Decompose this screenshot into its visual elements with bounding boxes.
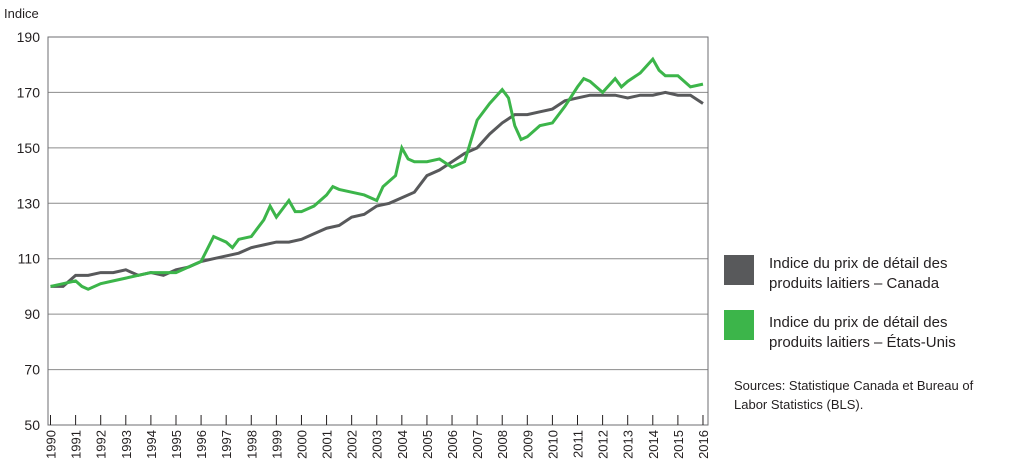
plot-frame (47, 36, 709, 426)
legend-label: Indice du prix de détail des produits la… (769, 314, 956, 351)
x-tick-label: 2003 (370, 430, 385, 459)
legend-swatch (724, 255, 754, 285)
y-tick-label: 70 (24, 362, 40, 378)
y-tick-label: 190 (17, 29, 41, 45)
y-axis-title: Indice (4, 6, 39, 21)
x-tick-label: 1997 (219, 430, 234, 459)
series-line (50, 90, 704, 288)
x-tick-label: 1994 (144, 430, 159, 459)
x-tick-label: 2014 (646, 430, 661, 459)
x-tick-label: 2004 (395, 430, 410, 459)
x-tick-label: 2000 (294, 430, 309, 459)
x-tick-label: 2006 (445, 430, 460, 459)
x-tick-label: 2016 (696, 430, 711, 459)
x-tick-label: 1999 (269, 430, 284, 459)
x-tick-label: 2015 (671, 430, 686, 459)
x-tick-label: 2002 (345, 430, 360, 459)
y-tick-label: 90 (24, 306, 40, 322)
y-tick-label: 110 (18, 251, 41, 267)
x-tick-label: 2001 (320, 430, 335, 459)
x-tick-label: 1990 (44, 430, 59, 459)
x-tick-label: 2011 (571, 430, 586, 458)
x-tick-label: 1991 (69, 430, 84, 459)
x-tick-label: 1993 (119, 430, 134, 459)
source-note: Sources: Statistique Canada et Bureau of… (734, 378, 974, 412)
x-tick-label: 1998 (244, 430, 259, 459)
legend-swatch (724, 310, 754, 340)
y-tick-label: 150 (17, 140, 41, 156)
x-tick-label: 1995 (169, 430, 184, 459)
y-tick-label: 130 (17, 195, 41, 211)
series-line (50, 56, 704, 291)
x-tick-label: 1992 (94, 430, 109, 459)
x-tick-label: 2008 (495, 430, 510, 459)
x-tick-label: 2007 (470, 430, 485, 459)
legend-label: Indice du prix de détail des produits la… (769, 255, 948, 292)
x-tick-label: 2013 (621, 430, 636, 459)
x-tick-label: 1996 (194, 430, 209, 459)
x-tick-label: 2009 (520, 430, 535, 459)
x-tick-label: 2010 (545, 430, 560, 459)
x-tick-label: 2012 (596, 430, 611, 459)
y-tick-label: 50 (24, 417, 40, 433)
y-tick-label: 170 (17, 84, 41, 100)
x-tick-label: 2005 (420, 430, 435, 459)
